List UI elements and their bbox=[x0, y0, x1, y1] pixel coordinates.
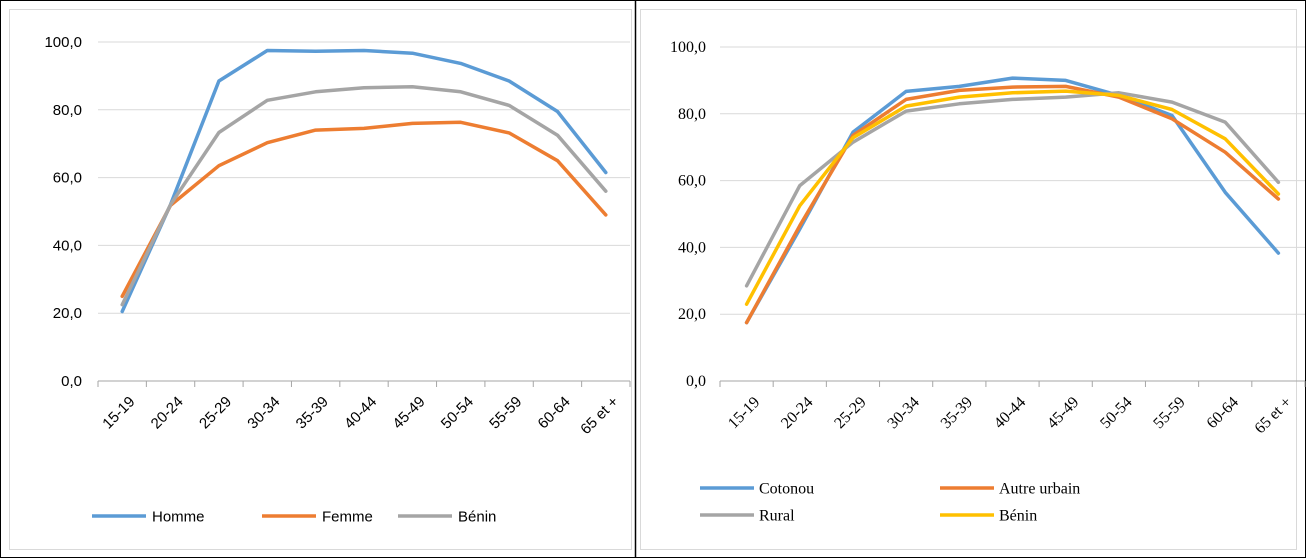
y-tick-label: 80,0 bbox=[53, 102, 82, 119]
legend-label: Bénin bbox=[458, 509, 496, 526]
legend-label: Homme bbox=[152, 509, 205, 526]
legend-label: Bénin bbox=[999, 508, 1037, 525]
y-tick-label: 0,0 bbox=[686, 373, 706, 390]
legend-label: Femme bbox=[322, 509, 373, 526]
left-chart-border bbox=[9, 9, 632, 550]
series-line bbox=[744, 89, 1281, 306]
y-tick-label: 60,0 bbox=[678, 173, 706, 190]
series-line bbox=[744, 91, 1281, 288]
legend-label: Rural bbox=[759, 508, 795, 525]
y-tick-label: 20,0 bbox=[53, 305, 82, 322]
series-line bbox=[120, 84, 608, 307]
series-line bbox=[744, 84, 1281, 325]
y-tick-label: 40,0 bbox=[678, 239, 706, 256]
y-tick-label: 20,0 bbox=[678, 306, 706, 323]
y-tick-label: 40,0 bbox=[53, 237, 82, 254]
y-tick-label: 100,0 bbox=[670, 39, 706, 56]
series-line bbox=[120, 120, 608, 299]
legend-label: Autre urbain bbox=[999, 481, 1080, 498]
y-tick-label: 0,0 bbox=[61, 373, 82, 390]
y-tick-label: 60,0 bbox=[53, 170, 82, 187]
y-tick-label: 80,0 bbox=[678, 106, 706, 123]
series-line bbox=[120, 48, 608, 314]
right-chart-border bbox=[640, 9, 1297, 550]
legend-label: Cotonou bbox=[759, 481, 814, 498]
y-tick-label: 100,0 bbox=[44, 34, 82, 51]
